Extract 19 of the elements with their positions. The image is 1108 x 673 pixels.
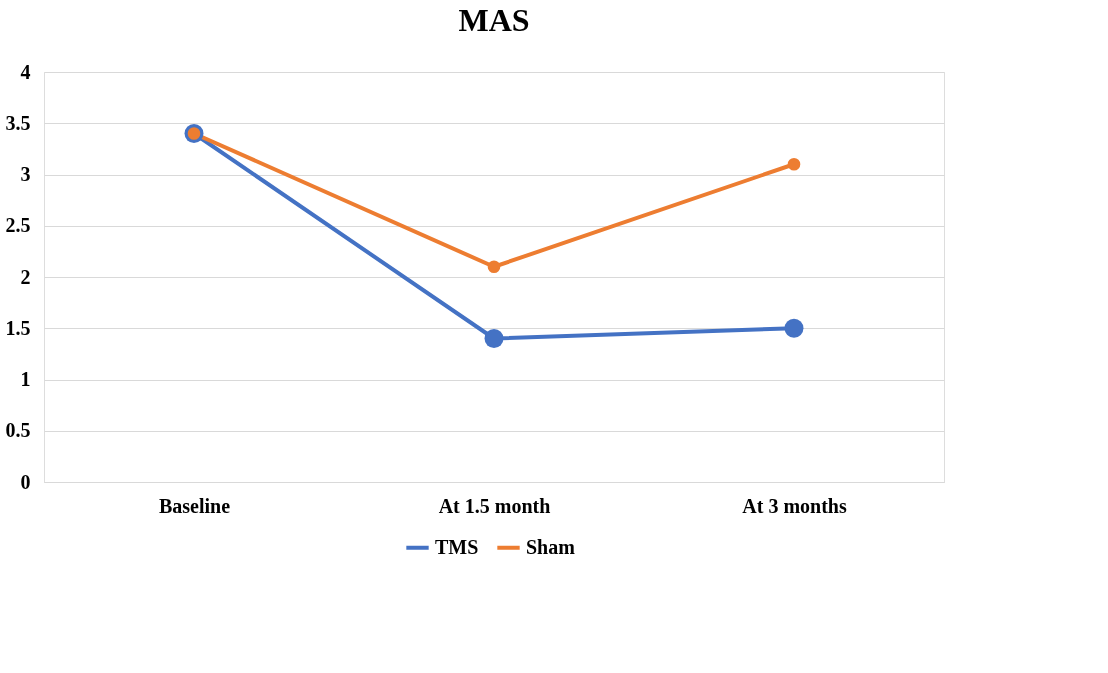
point [787,157,801,171]
y-tick-label: 1 [20,368,31,390]
y-tick-label: 2.5 [5,214,31,237]
y-tick-label: 1.5 [5,316,31,339]
y-tick-label: 0 [20,470,31,493]
y-tick-label: 2 [20,265,31,288]
legend-label: Sham [526,535,576,558]
point [487,260,501,274]
y-tick-label: 3 [20,163,31,185]
chart-title: MAS [458,2,530,38]
y-tick-label: 3.5 [5,111,31,134]
x-tick-label: At 3 months [742,494,847,517]
y-tick-label: 4 [20,60,31,83]
point [484,329,504,348]
x-tick-label: At 1.5 month [438,494,551,517]
x-tick-label: Baseline [158,494,231,517]
point [784,318,804,338]
y-tick-label: 0.5 [5,419,31,442]
legend-label: TMS [435,535,479,558]
